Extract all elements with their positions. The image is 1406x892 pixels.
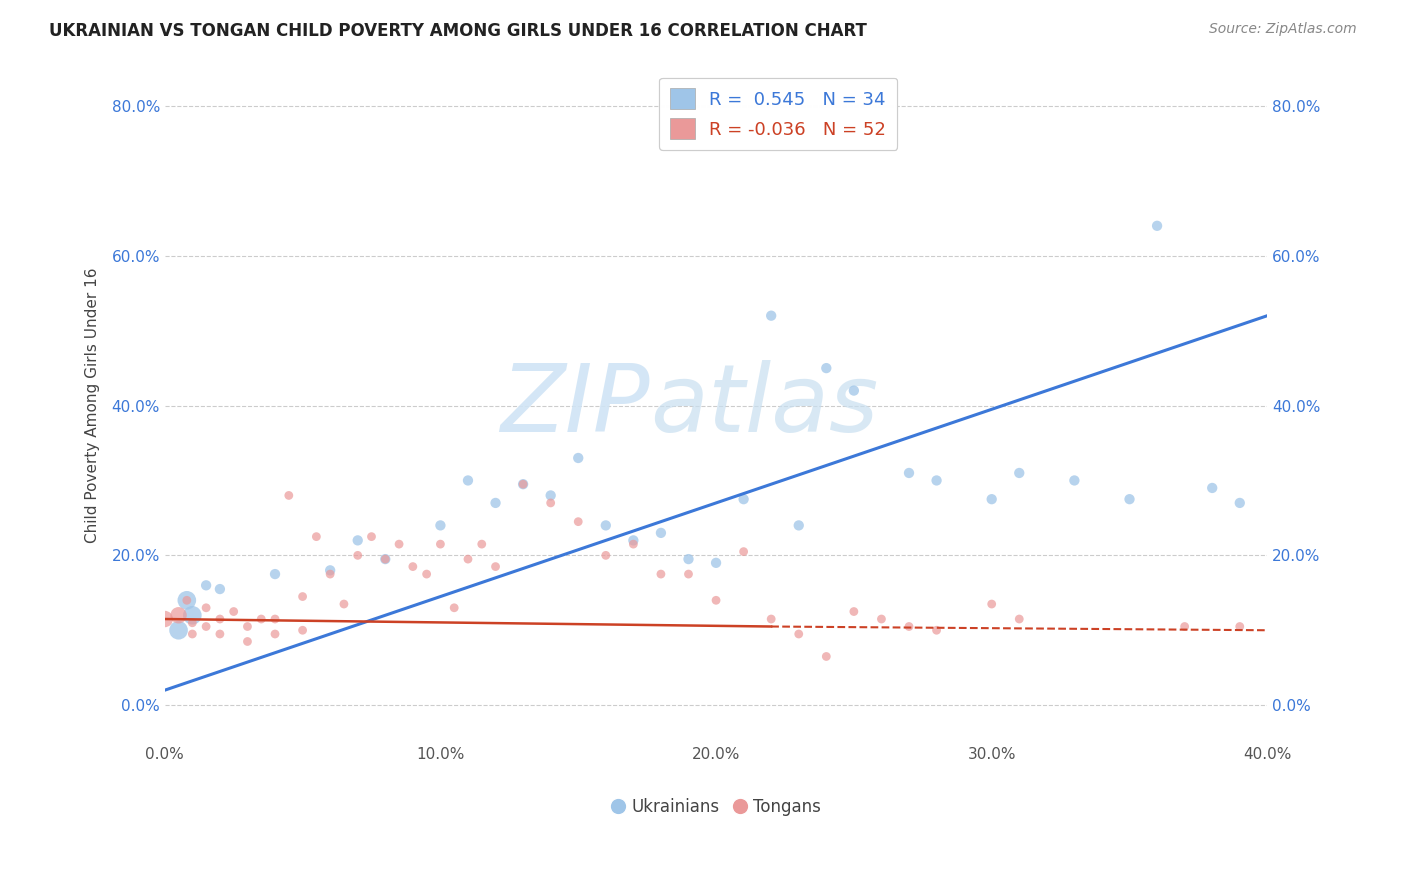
Y-axis label: Child Poverty Among Girls Under 16: Child Poverty Among Girls Under 16 <box>86 268 100 543</box>
Point <box>512 477 534 491</box>
Point <box>167 608 190 623</box>
Text: UKRAINIAN VS TONGAN CHILD POVERTY AMONG GIRLS UNDER 16 CORRELATION CHART: UKRAINIAN VS TONGAN CHILD POVERTY AMONG … <box>49 22 868 40</box>
Point <box>925 474 948 488</box>
Point <box>471 537 494 551</box>
Point <box>595 549 617 563</box>
Point <box>621 537 644 551</box>
Point <box>457 474 479 488</box>
Point <box>319 563 342 577</box>
Point <box>346 533 368 548</box>
Point <box>759 309 782 323</box>
Point <box>759 612 782 626</box>
Point <box>1229 496 1251 510</box>
Point <box>277 488 299 502</box>
Point <box>222 605 245 619</box>
Point <box>402 559 425 574</box>
Point <box>842 605 865 619</box>
Point <box>925 624 948 638</box>
Point <box>567 450 589 465</box>
Point <box>621 533 644 548</box>
Point <box>250 612 273 626</box>
Point <box>1008 466 1031 480</box>
Point <box>870 612 893 626</box>
Point <box>815 361 838 376</box>
Point <box>787 518 810 533</box>
Point <box>153 612 176 626</box>
Point <box>1174 619 1197 633</box>
Text: Source: ZipAtlas.com: Source: ZipAtlas.com <box>1209 22 1357 37</box>
Point <box>181 627 204 641</box>
Point <box>1201 481 1223 495</box>
Point <box>208 627 231 641</box>
Point <box>484 496 506 510</box>
Point <box>291 590 314 604</box>
Point <box>388 537 411 551</box>
Point <box>264 627 287 641</box>
Point <box>733 492 755 507</box>
Point <box>181 608 204 623</box>
Point <box>595 518 617 533</box>
Point <box>484 559 506 574</box>
Point <box>540 496 562 510</box>
Point <box>980 492 1002 507</box>
Point <box>704 556 727 570</box>
Point <box>1229 619 1251 633</box>
Point <box>176 593 198 607</box>
Point <box>704 593 727 607</box>
Point <box>540 488 562 502</box>
Point <box>898 619 921 633</box>
Point <box>429 518 451 533</box>
Legend: Ukrainians, Tongans: Ukrainians, Tongans <box>605 791 827 822</box>
Point <box>815 649 838 664</box>
Point <box>443 600 465 615</box>
Point <box>208 612 231 626</box>
Text: ZIP: ZIP <box>501 360 650 451</box>
Point <box>167 624 190 638</box>
Point <box>195 619 218 633</box>
Point <box>429 537 451 551</box>
Point <box>374 552 396 566</box>
Point <box>333 597 356 611</box>
Point <box>236 634 259 648</box>
Point <box>181 615 204 630</box>
Point <box>1146 219 1168 233</box>
Point <box>457 552 479 566</box>
Point <box>195 578 218 592</box>
Point <box>1063 474 1085 488</box>
Point <box>787 627 810 641</box>
Point <box>264 567 287 582</box>
Point <box>236 619 259 633</box>
Point <box>567 515 589 529</box>
Point <box>650 567 672 582</box>
Point <box>360 530 382 544</box>
Point <box>374 552 396 566</box>
Point <box>264 612 287 626</box>
Point <box>291 624 314 638</box>
Point <box>208 582 231 596</box>
Point <box>415 567 437 582</box>
Point <box>176 593 198 607</box>
Point <box>650 525 672 540</box>
Point <box>733 544 755 558</box>
Point <box>898 466 921 480</box>
Point <box>678 567 700 582</box>
Point <box>980 597 1002 611</box>
Point <box>678 552 700 566</box>
Text: atlas: atlas <box>650 360 879 451</box>
Point <box>842 384 865 398</box>
Point <box>319 567 342 582</box>
Point <box>305 530 328 544</box>
Point <box>512 477 534 491</box>
Point <box>346 549 368 563</box>
Point <box>1118 492 1140 507</box>
Point <box>195 600 218 615</box>
Point <box>1008 612 1031 626</box>
